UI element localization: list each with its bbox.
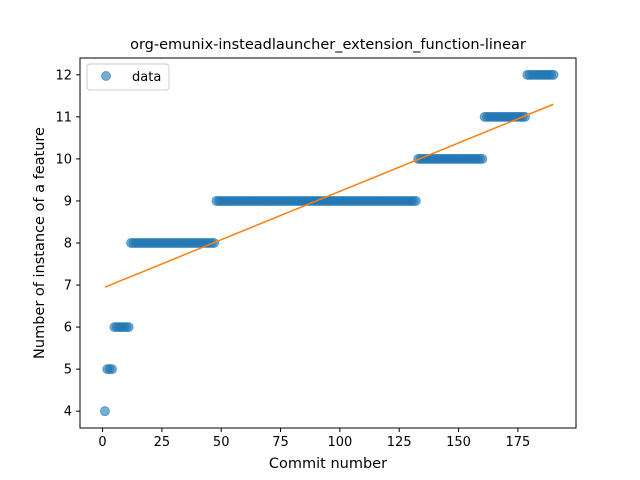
y-tick-label: 4: [64, 405, 72, 420]
data-point: [477, 153, 488, 164]
y-tick-label: 9: [64, 194, 72, 209]
x-tick-label: 100: [327, 435, 352, 450]
y-tick-label: 7: [64, 279, 72, 294]
x-tick-label: 75: [272, 435, 289, 450]
data-point: [548, 69, 559, 80]
x-tick-label: 25: [154, 435, 171, 450]
x-axis-label: Commit number: [269, 456, 387, 472]
x-tick-label: 125: [387, 435, 412, 450]
y-tick-label: 12: [55, 68, 72, 83]
y-tick-label: 10: [55, 152, 72, 167]
legend-label: data: [132, 70, 161, 85]
x-tick-label: 0: [98, 435, 106, 450]
y-tick-label: 8: [64, 237, 72, 252]
data-point: [410, 195, 421, 206]
legend-marker: [101, 71, 111, 81]
y-axis: 4 5 6 7 8 9 10 11 12: [55, 68, 80, 420]
data-point: [123, 322, 134, 333]
x-tick-label: 50: [213, 435, 230, 450]
y-axis-label: Number of instance of a feature: [32, 127, 48, 359]
legend: data: [86, 63, 170, 91]
data-point: [99, 406, 110, 417]
x-tick-label: 175: [505, 435, 530, 450]
x-tick-label: 150: [446, 435, 471, 450]
y-tick-label: 6: [64, 321, 72, 336]
y-tick-label: 5: [64, 363, 72, 378]
y-tick-label: 11: [55, 110, 72, 125]
x-axis: 0 25 50 75 100 125 150 175: [98, 428, 530, 450]
plot-area: [99, 69, 559, 417]
legend-box: [86, 63, 170, 91]
data-point: [107, 364, 118, 375]
fit-line: [104, 103, 554, 288]
chart-title: org-emunix-insteadlauncher_extension_fun…: [130, 37, 526, 53]
